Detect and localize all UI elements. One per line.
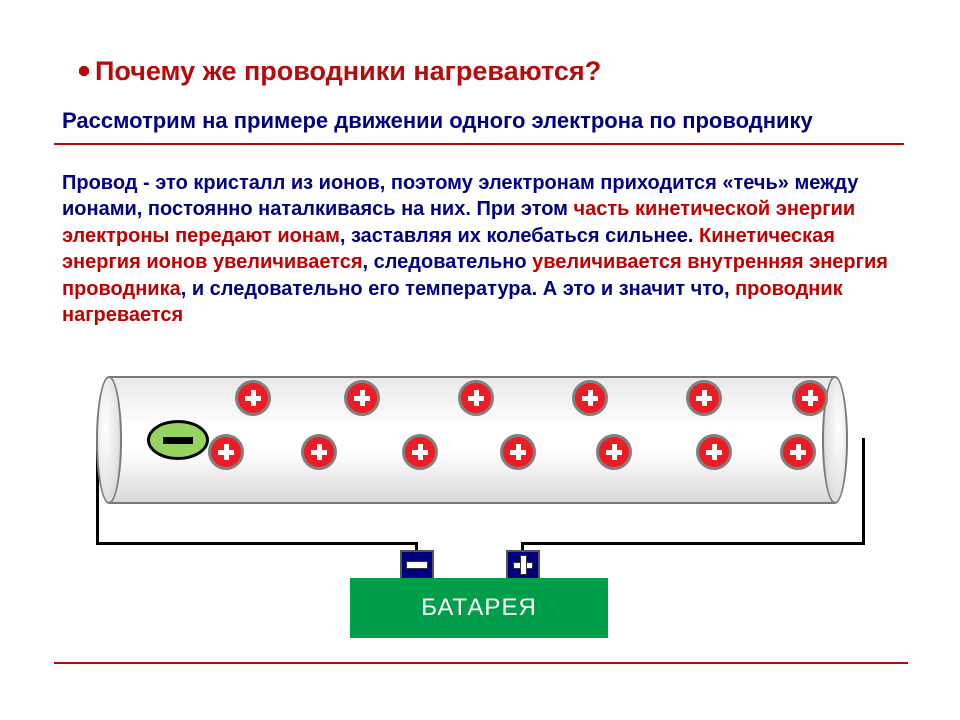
minus-icon (406, 561, 428, 569)
plus-icon (360, 390, 365, 406)
electron (147, 420, 209, 460)
plus-icon (251, 390, 256, 406)
subtitle-row: Рассмотрим на примере движении одного эл… (62, 108, 813, 134)
plus-icon (317, 444, 322, 460)
wire-segment (96, 542, 418, 545)
ion (596, 434, 632, 470)
body-paragraph: Провод - это кристалл из ионов, поэтому … (62, 170, 904, 328)
conductor-diagram: БАТАРЕЯ (0, 356, 960, 656)
slide-subtitle: Рассмотрим на примере движении одного эл… (62, 108, 813, 133)
ion (572, 380, 608, 416)
ion (235, 380, 271, 416)
plus-icon (712, 444, 717, 460)
title-row: Почему же проводники нагреваются? (95, 56, 601, 87)
battery: БАТАРЕЯ (350, 578, 608, 638)
slide-title: Почему же проводники нагреваются? (95, 56, 601, 86)
ion (344, 380, 380, 416)
plus-icon (702, 390, 707, 406)
plus-icon (520, 555, 527, 575)
ion (402, 434, 438, 470)
ion (301, 434, 337, 470)
slide: { "colors": { "title": "#b70a0a", "subti… (0, 0, 960, 720)
battery-terminal-negative (400, 550, 434, 580)
plus-icon (516, 444, 521, 460)
divider-bottom (54, 662, 908, 664)
divider-top (54, 143, 904, 145)
plus-icon (418, 444, 423, 460)
ion (696, 434, 732, 470)
plus-icon (612, 444, 617, 460)
battery-terminal-positive (506, 550, 540, 580)
bullet-icon (79, 66, 89, 76)
cylinder-cap-left (96, 376, 122, 504)
wire-segment (521, 542, 865, 545)
minus-icon (163, 437, 193, 444)
wire-segment (862, 438, 865, 544)
plus-icon (588, 390, 593, 406)
body-seg-7: , и следовательно его температура. А это… (181, 278, 735, 300)
ion (686, 380, 722, 416)
plus-icon (224, 444, 229, 460)
ion (500, 434, 536, 470)
ion (208, 434, 244, 470)
ion (792, 380, 828, 416)
plus-icon (474, 390, 479, 406)
ion (458, 380, 494, 416)
ion (780, 434, 816, 470)
plus-icon (808, 390, 813, 406)
plus-icon (796, 444, 801, 460)
battery-label: БАТАРЕЯ (421, 594, 537, 622)
body-seg-3: , заставляя их колебаться сильнее. (340, 225, 699, 247)
body-seg-5: , следовательно (363, 251, 533, 273)
